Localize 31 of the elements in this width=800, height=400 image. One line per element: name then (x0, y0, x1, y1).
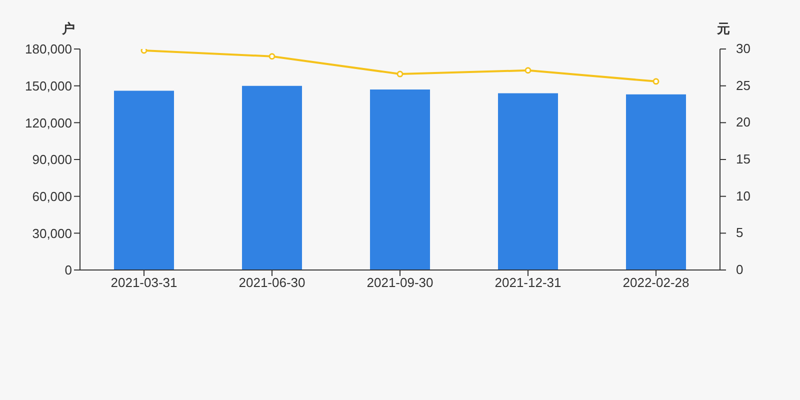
x-tick-label: 2022-02-28 (622, 275, 690, 290)
y2-tick-label: 15 (736, 152, 750, 166)
y-axis-title: 户 (61, 21, 75, 36)
point (396, 70, 404, 78)
y-tick-label: 180,000 (25, 42, 72, 57)
y2-tick-label: 20 (736, 114, 750, 130)
point (268, 53, 276, 60)
y2-tick-label: 0 (736, 262, 744, 277)
bar (498, 93, 558, 270)
x-tick-label: 2021-12-31 (494, 275, 562, 290)
point (524, 67, 532, 74)
y2-tick-label: 10 (736, 188, 750, 204)
point (140, 49, 148, 54)
x-tick-label: 2021-03-31 (110, 275, 178, 290)
bar (114, 90, 174, 270)
bar (626, 94, 686, 270)
x-tick-label: 2021-09-30 (366, 275, 434, 290)
x-tick-label: 2021-06-30 (238, 275, 306, 290)
y2-tick-label: 25 (736, 78, 750, 93)
y-tick-label: 0 (64, 262, 72, 278)
y-tick-label: 120,000 (25, 115, 72, 130)
y-tick-label: 30,000 (32, 226, 72, 241)
y2-tick-label: 30 (736, 41, 750, 56)
point (652, 78, 660, 85)
bar (370, 90, 430, 270)
y2-tick-label: 5 (736, 225, 744, 240)
bar (242, 86, 302, 270)
y-tick-label: 60,000 (32, 188, 72, 204)
y-tick-label: 150,000 (25, 78, 72, 94)
y-tick-label: 90,000 (32, 152, 72, 168)
y2-axis-title: 元 (716, 21, 730, 36)
